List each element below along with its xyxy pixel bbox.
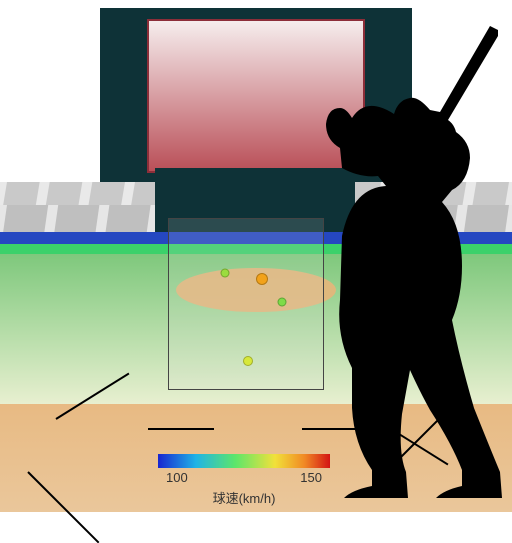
speed-colorbar-title: 球速(km/h) [158, 488, 330, 507]
pitch-location-chart: 100 150 球速(km/h) [0, 0, 512, 512]
speed-colorbar [158, 454, 330, 468]
tick-min: 100 [166, 470, 188, 485]
speed-colorbar-ticks: 100 150 [166, 470, 322, 485]
batter-silhouette [0, 0, 512, 512]
tick-max: 150 [300, 470, 322, 485]
